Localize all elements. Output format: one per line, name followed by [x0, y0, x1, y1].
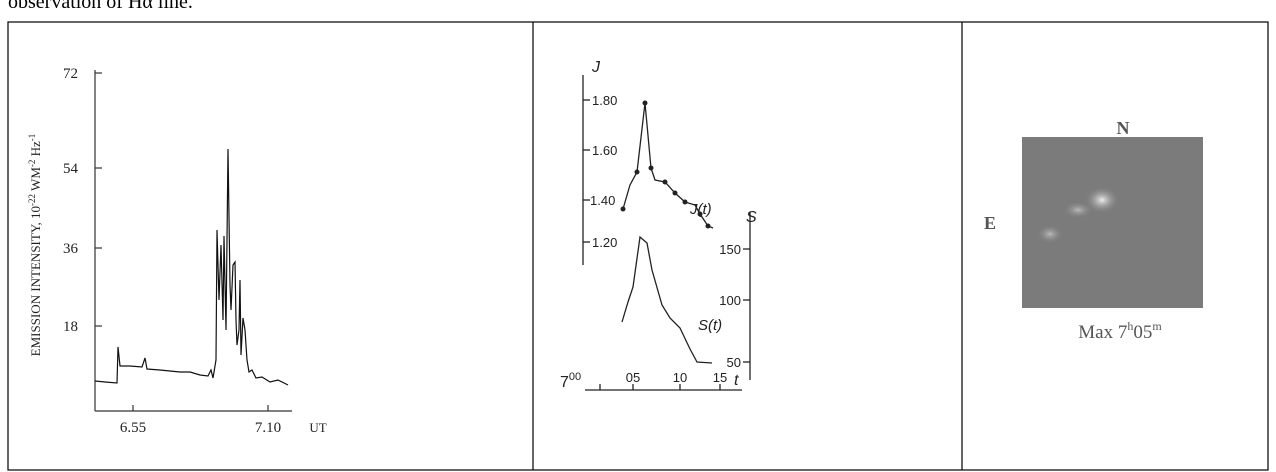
- label-part: WM: [28, 167, 43, 194]
- x-tick-label: 7.10: [255, 420, 281, 436]
- y-tick-label: 18: [63, 319, 78, 335]
- label-part: Hz: [28, 141, 43, 160]
- label-sup: -1: [27, 134, 37, 142]
- table: [7, 21, 1269, 471]
- x-tick-label: 05: [626, 370, 640, 385]
- y-tick-label: 72: [63, 66, 78, 82]
- figure-image: N E Max 7h05m: [984, 118, 1203, 343]
- tick-label: 1.80: [592, 93, 617, 108]
- label-sup: -22: [27, 194, 37, 206]
- x-tick-label: 6.55: [120, 420, 146, 436]
- tick-part: 7: [560, 374, 569, 391]
- north-label: N: [1117, 118, 1130, 138]
- caption-sup: m: [1152, 319, 1162, 333]
- caption-sup: h: [1127, 319, 1133, 333]
- tick-label: 100: [719, 293, 741, 308]
- axis-label: J: [591, 59, 601, 76]
- tick-label: 1.20: [592, 235, 617, 250]
- tick-sup: 00: [569, 371, 581, 383]
- y-axis-label: EMISSION INTENSITY, 10-22 WM-2 Hz-1: [27, 134, 43, 357]
- x-tick-label: 10: [673, 370, 687, 385]
- solar-image: [1022, 137, 1203, 308]
- y-tick-label: 36: [63, 241, 79, 257]
- caption-part: Max 7: [1078, 322, 1127, 343]
- x-unit: UT: [309, 420, 326, 435]
- curve-label: S(t): [698, 317, 722, 334]
- label-sup: -2: [27, 160, 37, 168]
- tick-label: 1.60: [592, 143, 617, 158]
- x-tick-label: 700: [560, 371, 581, 391]
- tick-label: 150: [719, 242, 741, 257]
- curve-label: J(t): [689, 201, 712, 218]
- axis-label: S: [746, 209, 757, 226]
- x-unit: t: [734, 372, 739, 389]
- tick-label: 1.40: [590, 193, 615, 208]
- tick-label: 50: [727, 355, 741, 370]
- figure-emission: 72 54 36 18 6.55 7.10 UT EMISSION INTENS…: [27, 66, 327, 436]
- caption-part: 05: [1133, 322, 1152, 343]
- label-part: EMISSION INTENSITY, 10: [28, 206, 43, 356]
- caption: Max 7h05m: [1078, 319, 1162, 343]
- x-tick-label: 15: [713, 370, 727, 385]
- header-text: observation of Hα line.: [8, 0, 193, 13]
- east-label: E: [984, 213, 996, 233]
- y-tick-label: 54: [63, 161, 79, 177]
- figure-js: J 1.80 1.60 1.40 1.20 S 150 100 50 J(t) …: [560, 59, 757, 391]
